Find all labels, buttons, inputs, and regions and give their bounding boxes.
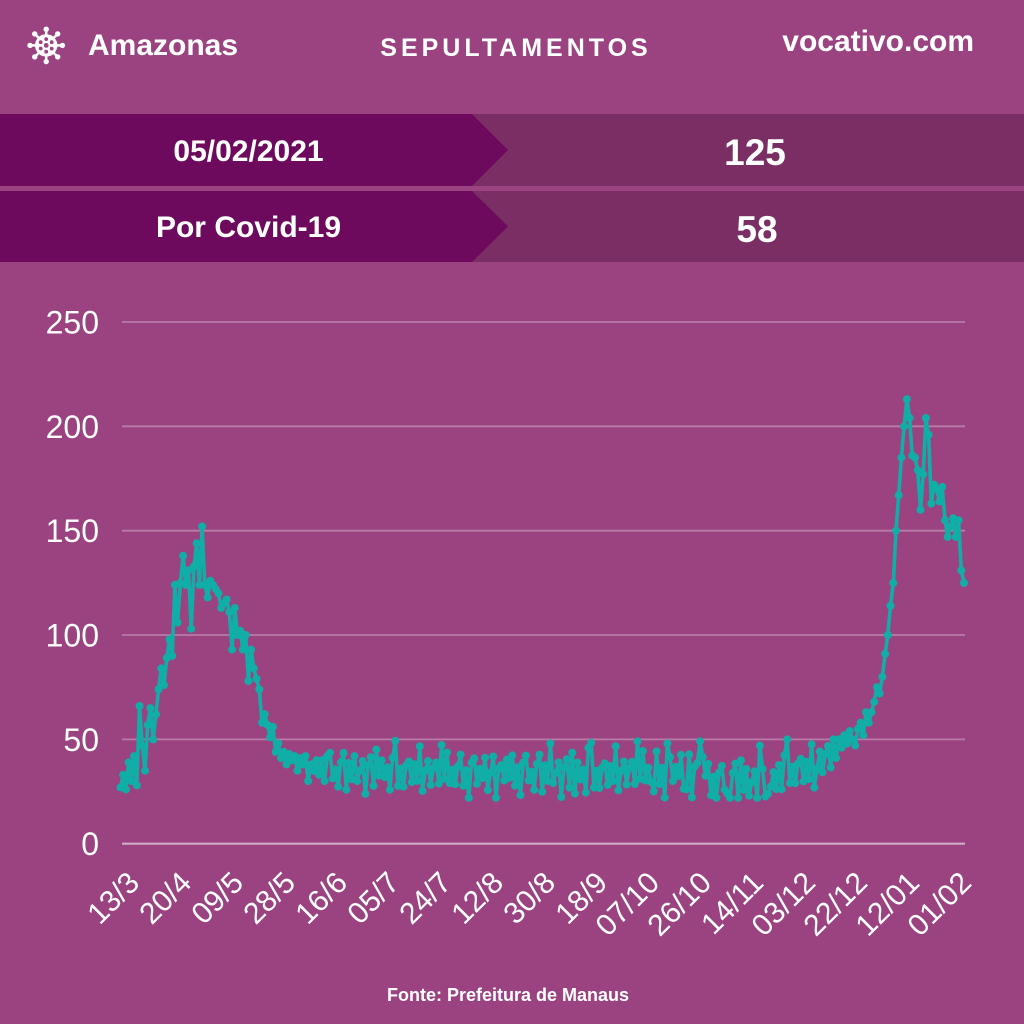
- svg-text:150: 150: [46, 513, 99, 549]
- svg-text:50: 50: [63, 722, 99, 758]
- svg-text:250: 250: [46, 305, 99, 341]
- svg-text:20/4: 20/4: [133, 866, 198, 931]
- svg-text:05/7: 05/7: [341, 866, 406, 931]
- svg-text:0: 0: [81, 826, 99, 862]
- svg-text:12/8: 12/8: [445, 866, 510, 931]
- svg-text:16/6: 16/6: [289, 866, 354, 931]
- svg-text:30/8: 30/8: [497, 866, 562, 931]
- svg-text:100: 100: [46, 618, 99, 654]
- svg-text:28/5: 28/5: [237, 866, 302, 931]
- svg-text:13/3: 13/3: [81, 866, 146, 931]
- svg-text:200: 200: [46, 409, 99, 445]
- svg-text:09/5: 09/5: [185, 866, 250, 931]
- svg-text:24/7: 24/7: [393, 866, 458, 931]
